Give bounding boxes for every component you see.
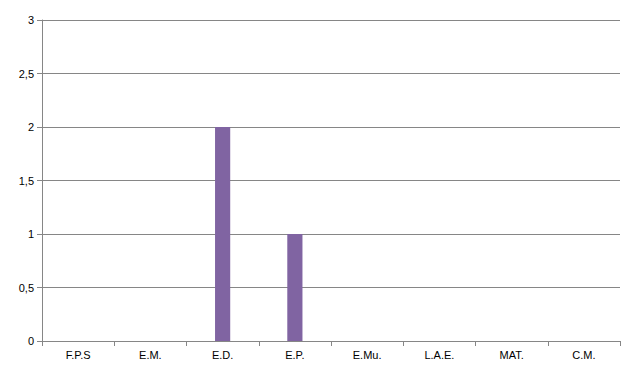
svg-text:E.Mu.: E.Mu. xyxy=(353,349,382,361)
svg-text:3: 3 xyxy=(28,14,34,26)
svg-text:1: 1 xyxy=(28,228,34,240)
svg-text:2: 2 xyxy=(28,121,34,133)
svg-text:E.M.: E.M. xyxy=(139,349,162,361)
svg-text:E.D.: E.D. xyxy=(212,349,233,361)
svg-text:0,5: 0,5 xyxy=(19,282,34,294)
svg-text:F.P.S: F.P.S xyxy=(66,349,91,361)
svg-text:E.P.: E.P. xyxy=(285,349,304,361)
svg-text:1,5: 1,5 xyxy=(19,175,34,187)
svg-text:2,5: 2,5 xyxy=(19,68,34,80)
svg-text:L.A.E.: L.A.E. xyxy=(424,349,454,361)
svg-text:C.M.: C.M. xyxy=(572,349,595,361)
svg-text:MAT.: MAT. xyxy=(500,349,524,361)
svg-text:0: 0 xyxy=(28,335,34,347)
